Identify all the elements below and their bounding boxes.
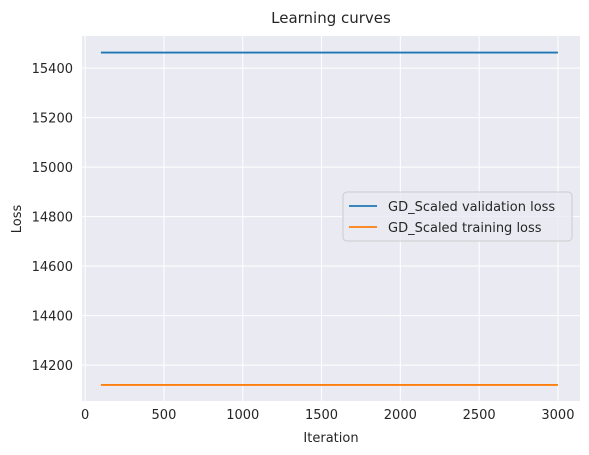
legend: GD_Scaled validation loss GD_Scaled trai… xyxy=(342,191,573,242)
y-tick-label: 14400 xyxy=(32,310,73,325)
x-tick-label: 3000 xyxy=(541,408,574,423)
x-tick-label: 1000 xyxy=(226,408,259,423)
x-tick-label: 0 xyxy=(81,408,89,423)
x-tick-label: 2500 xyxy=(463,408,496,423)
y-tick-label: 14600 xyxy=(32,260,73,275)
x-tick-label: 500 xyxy=(152,408,177,423)
y-tick-label: 15000 xyxy=(32,161,73,176)
y-tick-label: 15400 xyxy=(32,62,73,77)
x-axis-label: Iteration xyxy=(303,431,358,446)
x-axis-ticks: 0 500 1000 1500 2000 2500 3000 xyxy=(81,408,574,423)
y-tick-label: 14800 xyxy=(32,211,73,226)
chart-title: Learning curves xyxy=(271,9,391,27)
series-lines xyxy=(100,51,558,386)
x-tick-label: 1500 xyxy=(305,408,338,423)
legend-label-training: GD_Scaled training loss xyxy=(388,221,542,236)
y-axis-ticks: 14200 14400 14600 14800 15000 15200 15400 xyxy=(32,62,73,374)
legend-label-validation: GD_Scaled validation loss xyxy=(388,200,555,215)
y-tick-label: 14200 xyxy=(32,359,73,374)
y-tick-label: 15200 xyxy=(32,112,73,127)
legend-box xyxy=(342,191,573,242)
y-axis-label: Loss xyxy=(10,205,25,234)
x-tick-label: 2000 xyxy=(384,408,417,423)
